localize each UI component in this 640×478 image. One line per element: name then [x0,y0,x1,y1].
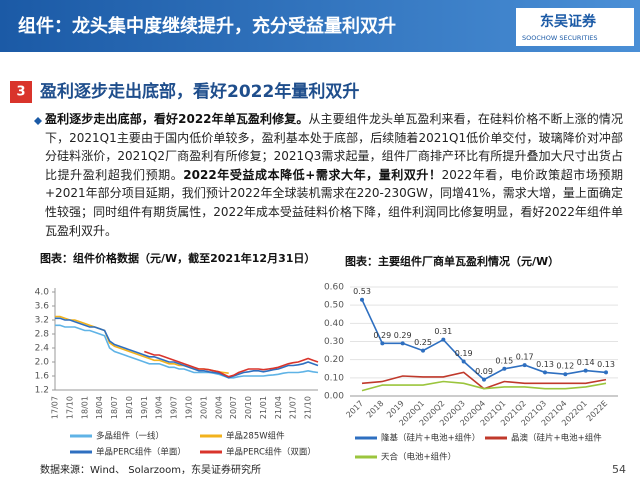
series-line [361,380,607,392]
x-tick-label: 20/10 [244,396,253,419]
legend-label: 单晶285W组件 [226,431,285,442]
data-label: 0.31 [434,327,452,336]
data-label: 0.29 [373,331,391,340]
x-tick-label: 21/01 [259,396,268,419]
paragraph-segment: 从主要组件龙头单瓦盈利来看，在硅料价格不断上涨的情况下，2021Q1主要由于国内… [45,112,623,182]
chart-title: 图表：主要组件厂商单瓦盈利情况（元/W） [345,254,559,268]
data-label: 0.13 [536,360,554,369]
y-tick-label: 0.00 [324,392,344,402]
point [360,297,364,302]
x-tick-label: 21/04 [274,396,283,419]
data-label: 0.17 [516,353,534,362]
x-tick-label: 19/01 [140,396,149,419]
x-tick-label: 17/10 [65,396,74,419]
chart-title: 图表：组件价格数据（元/W，截至2021年12月31日） [40,251,315,265]
point [461,359,466,364]
x-tick-label: 20/07 [229,396,238,419]
logo-en: SOOCHOW SECURITIES [522,34,597,42]
y-tick-label: 0.20 [324,355,344,365]
data-label: 0.15 [495,356,513,365]
x-tick-label: 2022E [585,399,609,423]
paragraph-segment: 盈利逐步走出底部，看好2022年单瓦盈利修复。 [45,112,309,126]
bullet [34,117,42,125]
point [522,363,527,368]
x-tick-label: 20/04 [214,396,223,419]
x-tick-label: 17/07 [51,396,60,419]
legend-label: 天合（电池+组件） [381,452,456,463]
page-number: 54 [612,463,626,476]
data-label: 0.25 [414,338,432,347]
y-tick-label: 3.6 [35,302,50,312]
legend-label: 单晶PERC组件（双面） [226,447,316,458]
x-tick-label: 19/10 [184,396,193,419]
series-line [55,324,319,379]
x-tick-label: 20/01 [199,396,208,419]
point [441,337,446,342]
y-tick-label: 1.2 [35,386,49,396]
point [604,370,608,375]
y-tick-label: 2.4 [35,344,50,354]
data-label: 0.09 [475,367,493,376]
point [543,370,547,375]
logo: 东吴证券 [540,13,597,30]
data-label: 0.29 [394,331,412,340]
x-tick-label: 19/07 [170,396,179,419]
x-tick-label: 18/10 [125,396,134,419]
data-label: 0.14 [577,358,595,367]
legend-label: 晶澳（硅片+电池+组件 [511,433,602,444]
x-tick-label: 21/07 [289,396,298,419]
legend-label: 多晶组件（一线） [96,431,164,442]
y-tick-label: 0.30 [324,337,344,347]
data-label: 0.19 [455,349,473,358]
x-tick-label: 2017 [344,399,365,420]
y-tick-label: 1.6 [35,372,50,382]
header-title: 组件：龙头集中度继续提升，充分受益量利双升 [18,15,396,37]
logo-box [516,8,634,46]
paragraph-segment: 2022年受益成本降低+需求大年，量利双升！ [183,167,442,182]
point [583,368,588,373]
x-tick-label: 18/07 [110,396,119,419]
data-label: 0.13 [597,360,615,369]
y-tick-label: 2.0 [35,358,50,368]
point [563,372,568,377]
section-badge [10,81,32,103]
x-tick-label: 19/04 [155,396,164,419]
data-label: 0.53 [353,287,371,296]
section-number: 3 [16,85,25,100]
data-label: 0.12 [556,362,574,371]
point [380,341,385,346]
legend-label: 单晶PERC组件（单面） [96,447,186,458]
x-tick-label: 21/10 [304,396,313,419]
point [421,348,425,353]
legend-label: 隆基（硅片+电池+组件） [381,433,480,444]
y-tick-label: 2.8 [35,330,50,340]
series-line [144,350,319,378]
paragraph-segment: 2022年看，电价政策超市场预期+2021年部分项目延期，我们预计2022年全球… [45,167,623,238]
y-tick-label: 4.0 [35,288,50,298]
point [502,366,507,371]
y-tick-label: 0.60 [324,283,344,293]
y-tick-label: 0.50 [324,301,344,311]
y-tick-label: 0.10 [324,373,344,383]
footer-source: 数据来源：Wind、 Solarzoom，东吴证券研究所 [40,463,261,476]
paragraph: 盈利逐步走出底部，看好2022年单瓦盈利修复。从主要组件龙头单瓦盈利来看，在硅料… [45,110,623,240]
x-tick-label: 18/04 [95,396,104,419]
y-tick-label: 3.2 [35,316,49,326]
y-tick-label: 0.40 [324,319,344,329]
section-title: 盈利逐步走出底部，看好2022年量利双升 [39,81,359,102]
point [400,341,405,346]
x-tick-label: 2018 [365,399,386,420]
series-line [55,315,229,374]
point [482,377,486,382]
series-line [55,317,319,379]
x-tick-label: 18/01 [80,396,89,419]
